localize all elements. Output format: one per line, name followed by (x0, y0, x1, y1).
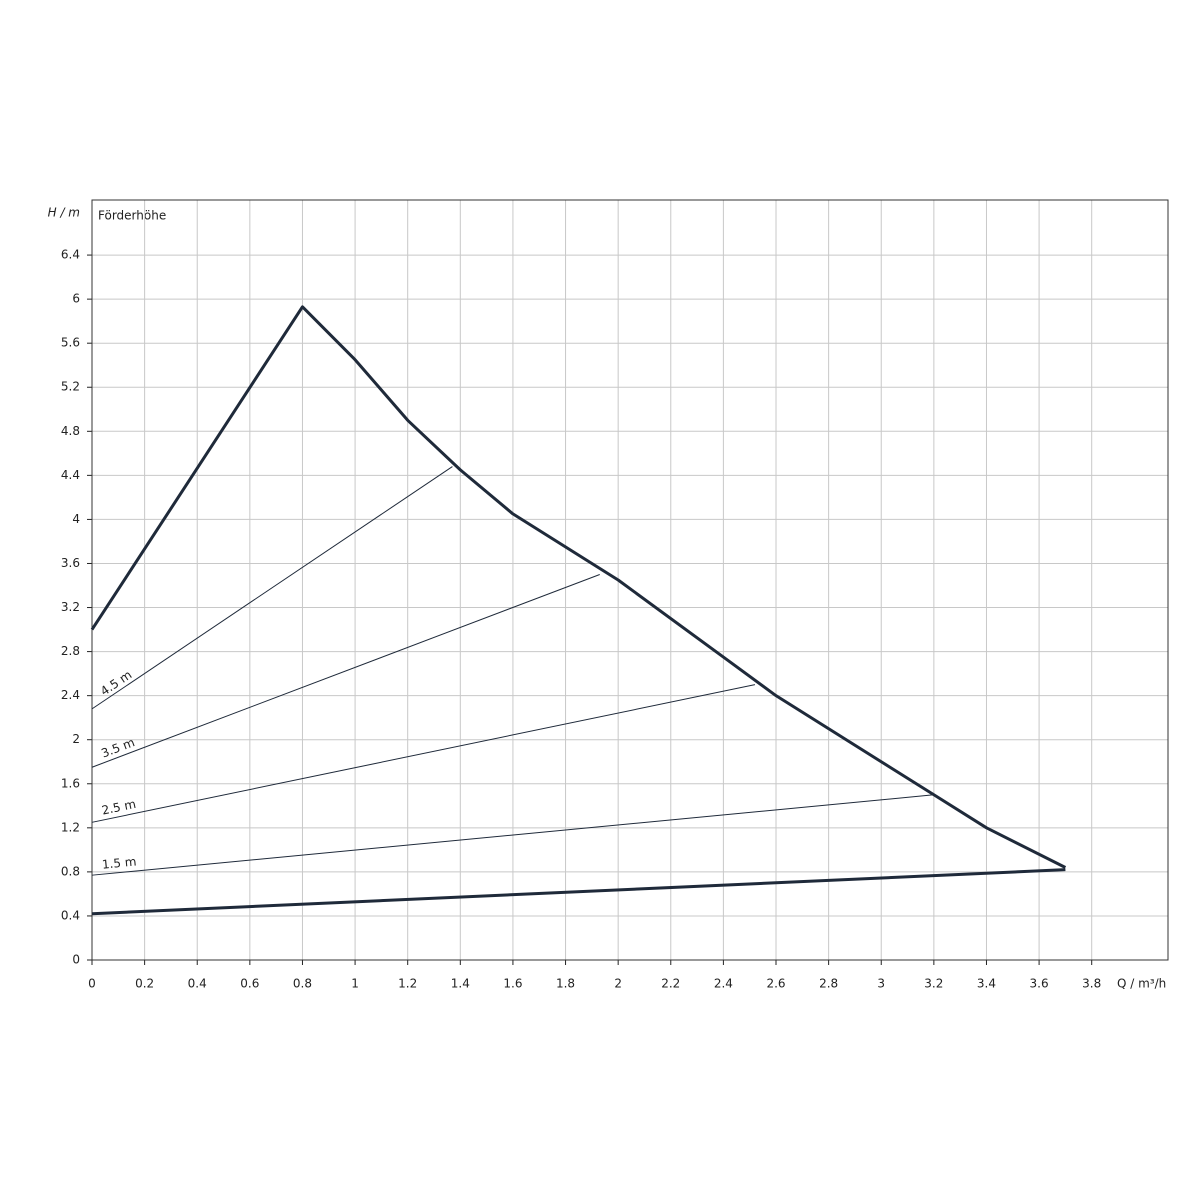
y-tick-label: 2 (72, 732, 80, 746)
y-tick-label: 2.8 (61, 644, 80, 658)
y-tick-label: 1.6 (61, 776, 80, 790)
x-tick-label: 0.8 (293, 977, 312, 991)
x-tick-label: 0.6 (240, 977, 259, 991)
x-tick-label: 0.2 (135, 977, 154, 991)
x-axis-label: Q / m³/h (1117, 977, 1166, 991)
y-tick-label: 1.2 (61, 820, 80, 834)
x-tick-label: 1.4 (451, 977, 470, 991)
x-tick-label: 0.4 (188, 977, 207, 991)
x-tick-label: 3.6 (1030, 977, 1049, 991)
y-tick-label: 0.8 (61, 864, 80, 878)
y-tick-label: 5.2 (61, 380, 80, 394)
y-tick-label: 6 (72, 292, 80, 306)
plot-frame (91, 199, 1169, 961)
y-tick-label: 4.8 (61, 424, 80, 438)
y-tick-label: 4 (72, 512, 80, 526)
x-tick-label: 3.2 (924, 977, 943, 991)
y-tick-label: 4.4 (61, 468, 80, 482)
x-tick-label: 2.6 (766, 977, 785, 991)
series-label: 4.5 m (98, 668, 135, 699)
curve (91, 574, 600, 768)
x-tick-label: 1.8 (556, 977, 575, 991)
y-tick-label: 6.4 (61, 248, 80, 262)
x-tick-label: 3.8 (1082, 977, 1101, 991)
y-axis-title: Förderhöhe (98, 209, 166, 223)
y-tick-label: 0 (72, 953, 80, 967)
y-tick-label: 2.4 (61, 688, 80, 702)
y-tick-label: 3.6 (61, 556, 80, 570)
x-tick-label: 1.6 (503, 977, 522, 991)
curve (91, 466, 453, 710)
y-tick-label: 3.2 (61, 600, 80, 614)
y-tick-label: 0.4 (61, 908, 80, 922)
series-label: 3.5 m (99, 735, 136, 760)
y-axis-label: H / m (48, 206, 80, 220)
curve (91, 794, 934, 876)
x-tick-label: 2 (614, 977, 622, 991)
x-tick-label: 2.4 (714, 977, 733, 991)
curve (91, 684, 756, 823)
series-label: 1.5 m (101, 854, 137, 871)
x-tick-label: 1.2 (398, 977, 417, 991)
series-label: 2.5 m (100, 797, 137, 818)
curve (91, 868, 1066, 916)
x-tick-label: 2.2 (661, 977, 680, 991)
x-tick-label: 3.4 (977, 977, 996, 991)
x-tick-label: 2.8 (819, 977, 838, 991)
x-tick-label: 0 (88, 977, 96, 991)
x-tick-label: 1 (351, 977, 359, 991)
y-tick-label: 5.6 (61, 336, 80, 350)
x-tick-label: 3 (877, 977, 885, 991)
